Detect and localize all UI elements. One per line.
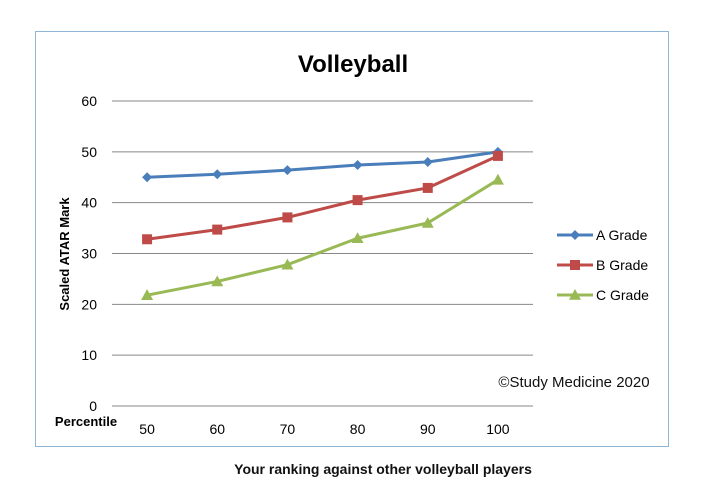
data-point-a-grade: [352, 160, 363, 171]
series-line-c-grade: [146, 178, 499, 297]
legend-marker-c-grade: [569, 289, 581, 300]
data-point-b-grade: [282, 212, 293, 223]
x-tick-label: 90: [420, 421, 436, 437]
y-tick-label: 10: [81, 347, 97, 363]
data-point-c-grade: [491, 173, 504, 185]
series-line-b-grade: [146, 154, 499, 241]
y-tick-label: 20: [81, 296, 97, 312]
copyright-annotation: ©Study Medicine 2020: [498, 374, 649, 391]
legend-marker-b-grade: [570, 260, 580, 270]
data-point-c-grade: [281, 258, 294, 270]
y-tick-label: 60: [81, 93, 97, 109]
data-point-b-grade: [142, 234, 153, 245]
percentile-label: Percentile: [55, 414, 117, 429]
chart-title: Volleyball: [298, 51, 408, 78]
data-point-a-grade: [142, 172, 153, 183]
y-tick-label: 0: [89, 398, 97, 414]
legend: A Grade B Grade C Grade: [557, 227, 649, 303]
data-point-c-grade: [141, 289, 154, 300]
data-point-a-grade: [282, 165, 293, 176]
x-tick-label: 100: [486, 421, 510, 437]
x-axis-label: Your ranking against other volleyball pl…: [234, 461, 532, 477]
data-point-b-grade: [422, 182, 433, 193]
data-point-a-grade: [212, 169, 223, 180]
legend-label-a-grade: A Grade: [596, 227, 648, 243]
legend-label-b-grade: B Grade: [596, 257, 648, 273]
legend-marker-a-grade: [570, 230, 580, 240]
x-tick-label: 70: [280, 421, 296, 437]
data-point-b-grade: [212, 224, 223, 235]
data-point-c-grade: [211, 275, 224, 287]
y-tick-label: 40: [81, 195, 97, 211]
series-lines: [141, 146, 504, 300]
axes: 0 10 20 30 40 50 60 50 60 70 80 90 100: [81, 93, 533, 437]
x-tick-label: 60: [209, 421, 225, 437]
data-point-c-grade: [421, 217, 434, 228]
gridlines: [112, 100, 533, 356]
x-tick-label: 50: [139, 421, 155, 437]
x-tick-label: 80: [350, 421, 366, 437]
data-point-b-grade: [492, 150, 503, 161]
y-tick-label: 50: [81, 144, 97, 160]
legend-label-c-grade: C Grade: [596, 287, 649, 303]
series-line-a-grade: [147, 150, 499, 179]
data-point-c-grade: [351, 232, 364, 244]
data-point-a-grade: [422, 157, 433, 167]
data-point-b-grade: [352, 195, 363, 206]
y-tick-label: 30: [81, 246, 97, 262]
y-axis-label: Scaled ATAR Mark: [57, 197, 72, 311]
